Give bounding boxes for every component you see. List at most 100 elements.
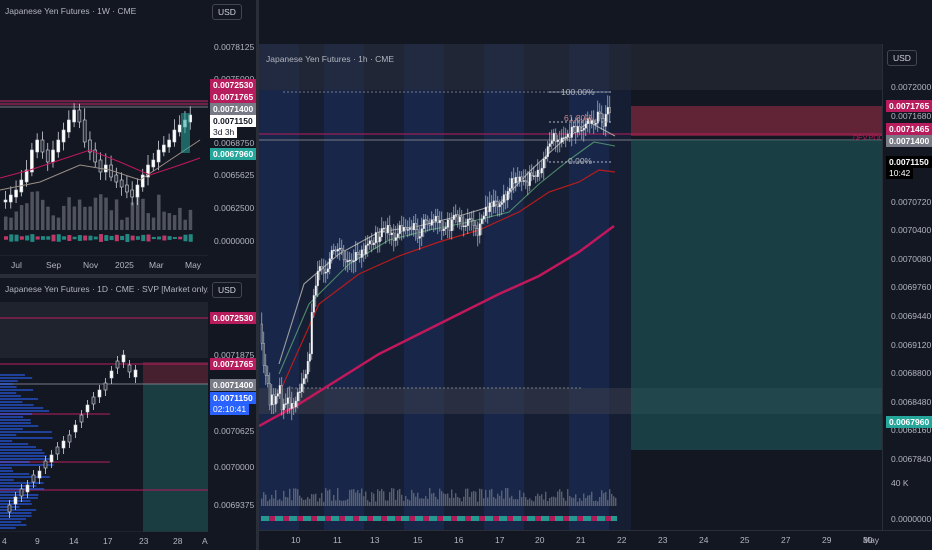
hourly-osc-bar xyxy=(591,516,593,521)
daily-candle-body xyxy=(121,354,126,363)
weekly-volume-bar xyxy=(30,191,34,230)
hourly-osc-bar xyxy=(299,516,301,521)
hourly-candle-body xyxy=(554,133,557,142)
hourly-candle-body xyxy=(586,118,589,124)
pane-divider[interactable] xyxy=(256,0,259,550)
hourly-volume-bar xyxy=(279,499,281,506)
hourly-candle-body xyxy=(322,268,325,274)
weekly-price-tag: 0.0071765 xyxy=(210,91,256,103)
weekly-ma-grey xyxy=(0,139,201,191)
hourly-volume-bar xyxy=(475,491,477,506)
weekly-price-tick: 0.0068750 xyxy=(214,138,255,148)
weekly-last-price-tag: 0.0071150 xyxy=(210,115,256,127)
hourly-volume-bar xyxy=(557,491,559,506)
daily-profile-bar xyxy=(0,398,39,400)
hourly-volume-bar xyxy=(311,493,313,506)
hourly-candle-body xyxy=(532,175,535,177)
pane-divider[interactable] xyxy=(0,274,258,278)
hourly-osc-bar xyxy=(469,516,471,521)
weekly-volume-bar xyxy=(178,207,182,230)
weekly-osc-bar xyxy=(46,236,51,240)
hourly-volume-bar xyxy=(285,496,287,506)
hourly-volume-bar xyxy=(261,498,263,506)
hourly-candle-body xyxy=(556,139,559,142)
hourly-candle-body xyxy=(482,215,485,220)
weekly-osc-bar xyxy=(130,235,135,241)
hourly-candle-body xyxy=(400,225,403,232)
weekly-currency-button[interactable]: USD xyxy=(212,4,242,20)
weekly-volume-bar xyxy=(141,198,145,230)
hourly-price-axis[interactable]: USD 0.0072000 0.0071765 0.0071680 0.0071… xyxy=(882,44,932,530)
hourly-candle-body xyxy=(416,229,419,239)
hourly-volume-bar xyxy=(415,496,417,506)
hourly-volume-bar xyxy=(527,499,529,506)
weekly-volume-bar xyxy=(25,203,29,230)
hourly-plot-area[interactable] xyxy=(259,44,882,530)
weekly-volume-bar xyxy=(114,199,119,230)
hourly-time-tick: 30 xyxy=(863,535,873,545)
hourly-osc-bar xyxy=(323,516,325,521)
weekly-plot-area[interactable]: Japanese Yen Futures · 1W · CME xyxy=(0,0,208,256)
weekly-chart-pane[interactable]: Japanese Yen Futures · 1W · CME USD 0.00… xyxy=(0,0,256,274)
hourly-candle-body xyxy=(538,169,541,174)
daily-candle-body xyxy=(79,414,84,423)
hourly-volume-bar xyxy=(439,488,441,506)
hourly-volume-bar xyxy=(335,500,337,506)
hourly-volume-bar xyxy=(455,493,457,506)
hourly-candle-body xyxy=(432,219,435,222)
hourly-volume-bar xyxy=(545,491,547,506)
hourly-candle-body xyxy=(316,270,319,287)
hourly-osc-bar xyxy=(507,516,509,521)
hourly-volume-bar xyxy=(327,490,329,506)
daily-plot-area[interactable]: Japanese Yen Futures · 1D · CME · SVP [M… xyxy=(0,278,208,532)
hourly-candle-body xyxy=(602,118,605,127)
hourly-candle-body xyxy=(456,214,459,223)
hourly-volume-bar xyxy=(403,500,405,506)
daily-chart-pane[interactable]: Japanese Yen Futures · 1D · CME · SVP [M… xyxy=(0,278,256,550)
daily-candle-body xyxy=(97,389,102,398)
hourly-chart-svg xyxy=(259,44,882,530)
daily-price-axis[interactable]: USD 0.0072530 0.0071875 0.0071765 0.0071… xyxy=(208,278,256,532)
hourly-candle-body xyxy=(330,250,333,259)
hourly-osc-bar xyxy=(521,516,523,521)
hourly-osc-bar xyxy=(483,516,485,521)
hourly-volume-bar xyxy=(523,492,525,506)
hourly-osc-bar xyxy=(615,516,617,521)
hourly-price-tick: 0.0070400 xyxy=(891,225,932,235)
hourly-volume-bar xyxy=(583,493,585,506)
hourly-volume-bar xyxy=(485,489,487,506)
hourly-price-tick: 0.0072000 xyxy=(891,82,932,92)
weekly-price-tick: 0.0078125 xyxy=(214,42,255,52)
weekly-time-axis[interactable]: Jul Sep Nov 2025 Mar May xyxy=(0,256,256,274)
hourly-candle-body xyxy=(558,139,561,143)
hourly-osc-bar xyxy=(587,516,589,521)
hourly-volume-bar xyxy=(551,496,553,506)
daily-time-axis[interactable]: 4 9 14 17 23 28 A xyxy=(0,532,256,550)
hourly-osc-bar xyxy=(319,516,321,521)
hourly-chart-pane[interactable]: Japanese Yen Futures · 1h · CME 100.00% … xyxy=(259,0,932,550)
hourly-candle-body xyxy=(466,218,469,226)
hourly-volume-bar xyxy=(521,497,523,506)
hourly-candle-body xyxy=(298,391,301,393)
hourly-time-axis[interactable]: 10 11 13 15 16 17 20 21 22 23 24 25 27 2… xyxy=(259,530,932,550)
daily-profile-bar xyxy=(0,473,30,475)
weekly-volume-bar xyxy=(135,193,140,230)
daily-currency-button[interactable]: USD xyxy=(212,282,242,298)
hourly-volume-bar xyxy=(387,500,389,506)
hourly-volume-bar xyxy=(337,488,339,506)
hourly-osc-bar xyxy=(343,516,345,521)
hourly-osc-bar xyxy=(437,516,439,521)
hourly-volume-bar xyxy=(299,495,301,506)
hourly-candle-body xyxy=(412,223,415,231)
hourly-candle-body xyxy=(544,156,547,160)
weekly-price-axis[interactable]: USD 0.0078125 0.0075000 0.0072530 0.0071… xyxy=(208,0,256,256)
hourly-volume-bar xyxy=(453,497,455,506)
hourly-volume-bar xyxy=(445,494,447,506)
hourly-volume-bar xyxy=(287,497,289,506)
daily-candle-body xyxy=(13,496,18,505)
hourly-osc-bar xyxy=(387,516,389,521)
weekly-osc-bar xyxy=(146,234,151,242)
hourly-currency-button[interactable]: USD xyxy=(887,50,917,66)
hourly-candle-body xyxy=(402,226,405,232)
hourly-candle-body xyxy=(354,252,357,261)
